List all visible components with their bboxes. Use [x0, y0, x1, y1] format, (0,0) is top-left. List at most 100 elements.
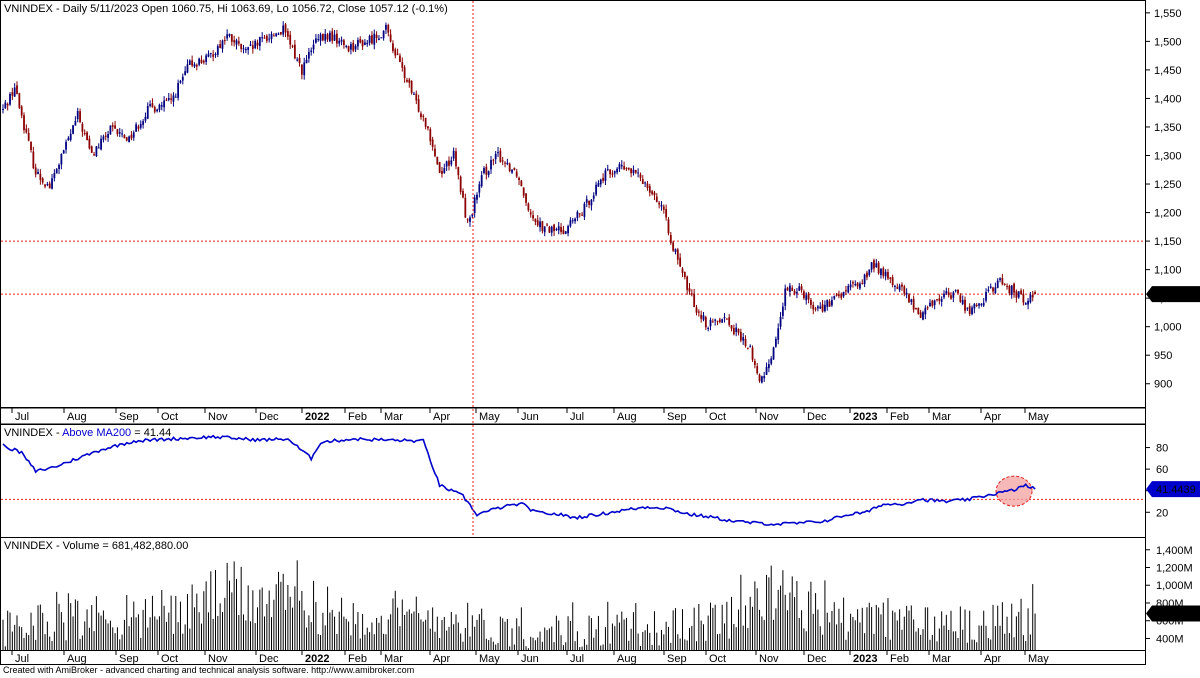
price-y-tick-label: 1,550 [1154, 8, 1182, 20]
price-candle-body [961, 300, 964, 305]
price-candle-body [767, 364, 770, 369]
price-candle-body [952, 292, 955, 298]
price-candle-body [378, 38, 380, 41]
price-candle-body [146, 105, 149, 119]
price-candle-body [807, 293, 810, 300]
price-candles [2, 21, 1036, 384]
price-candle-body [352, 42, 355, 51]
price-candle-body [800, 286, 803, 291]
price-candle-body [452, 150, 455, 159]
price-y-tick-label: 1,300 [1154, 150, 1182, 162]
price-candle-body [331, 31, 334, 41]
price-candle-body [436, 156, 439, 165]
price-candle-body [263, 37, 266, 39]
price-candle-body [198, 58, 201, 65]
price-candle-body [971, 307, 973, 315]
price-candle-body [6, 103, 9, 106]
price-candle-body [543, 226, 546, 233]
price-candle-body [172, 95, 175, 102]
price-candle-body [541, 221, 544, 231]
price-candle-body [581, 214, 583, 216]
price-candle-body [765, 366, 768, 375]
price-candle-body [340, 39, 343, 42]
price-candle-body [898, 285, 901, 290]
price-candle-body [69, 133, 72, 140]
price-candle-body [417, 99, 420, 112]
price-candle-body [431, 139, 434, 147]
price-candle-body [683, 272, 686, 278]
price-candle-body [44, 184, 46, 187]
price-candle-body [936, 299, 938, 301]
price-candle-body [336, 33, 338, 44]
price-candle-body [249, 44, 252, 46]
price-candle-body [230, 34, 233, 42]
price-candle-body [725, 318, 728, 320]
price-candle-body [721, 319, 724, 323]
price-y-tick-label: 1,150 [1154, 236, 1182, 248]
date-axis-label: Sep [667, 653, 687, 665]
price-candle-body [784, 288, 787, 306]
price-candle-body [13, 87, 16, 97]
price-candle-body [357, 40, 359, 47]
price-candle-body [1015, 291, 1018, 298]
price-candle-body [964, 299, 966, 311]
price-candle-body [385, 24, 387, 30]
price-candle-body [583, 203, 586, 217]
price-candle-body [1029, 294, 1032, 303]
date-axis-label: Apr [984, 653, 1001, 665]
price-candle-body [595, 184, 597, 195]
price-candle-body [529, 212, 532, 215]
price-candle-body [861, 282, 864, 284]
price-candle-body [455, 151, 457, 167]
price-candle-body [912, 298, 915, 310]
price-candle-body [989, 286, 992, 288]
volume-last-value-marker: 681,482,8 [1146, 605, 1200, 622]
price-candle-body [427, 126, 429, 129]
price-candle-body [441, 170, 443, 174]
date-axis-label: Dec [807, 653, 827, 665]
price-candle-body [868, 269, 871, 275]
price-candle-body [228, 33, 231, 36]
price-candle-body [758, 374, 761, 382]
price-candle-body [693, 293, 696, 308]
price-candle-body [100, 138, 102, 150]
price-candle-body [774, 338, 777, 347]
price-candle-body [46, 184, 49, 186]
price-candle-body [676, 249, 679, 260]
price-candle-body [723, 317, 726, 319]
date-axis-labels: Jul Aug Sep Oct Nov Dec 2022 Feb Mar Apr May Jun Jul… [11, 408, 1049, 423]
price-candle-body [866, 272, 868, 278]
price-candle-body [662, 206, 665, 210]
date-axis-label: Jul [15, 653, 29, 665]
price-candle-body [67, 137, 70, 141]
price-candle-body [515, 171, 518, 177]
price-candle-body [613, 171, 616, 174]
price-candle-body [968, 306, 971, 314]
price-candle-body [602, 178, 604, 181]
price-candle-body [324, 33, 327, 41]
price-candle-body [123, 135, 126, 139]
price-candle-body [931, 300, 934, 306]
date-axis-label: Nov [759, 411, 779, 423]
price-candle-body [627, 167, 630, 170]
indicator-plot-border [0, 424, 1146, 538]
price-candle-body [660, 204, 663, 207]
price-candle-body [819, 306, 822, 309]
price-candle-body [1006, 285, 1008, 287]
price-candle-body [1010, 285, 1013, 295]
price-candle-body [777, 328, 780, 340]
price-candle-body [630, 168, 633, 174]
date-axis-label: Jul [570, 653, 584, 665]
price-candle-body [859, 283, 861, 289]
price-candle-body [434, 148, 436, 157]
price-candle-body [908, 294, 910, 303]
price-candle-body [291, 45, 294, 47]
price-panel-title: VNINDEX - Daily 5/11/2023 Open 1060.75, … [4, 3, 448, 15]
price-candle-body [364, 42, 366, 45]
price-candle-body [854, 283, 857, 286]
price-candle-body [392, 43, 394, 51]
price-candle-body [163, 100, 166, 108]
price-candle-body [79, 111, 81, 122]
price-candle-body [532, 215, 534, 219]
